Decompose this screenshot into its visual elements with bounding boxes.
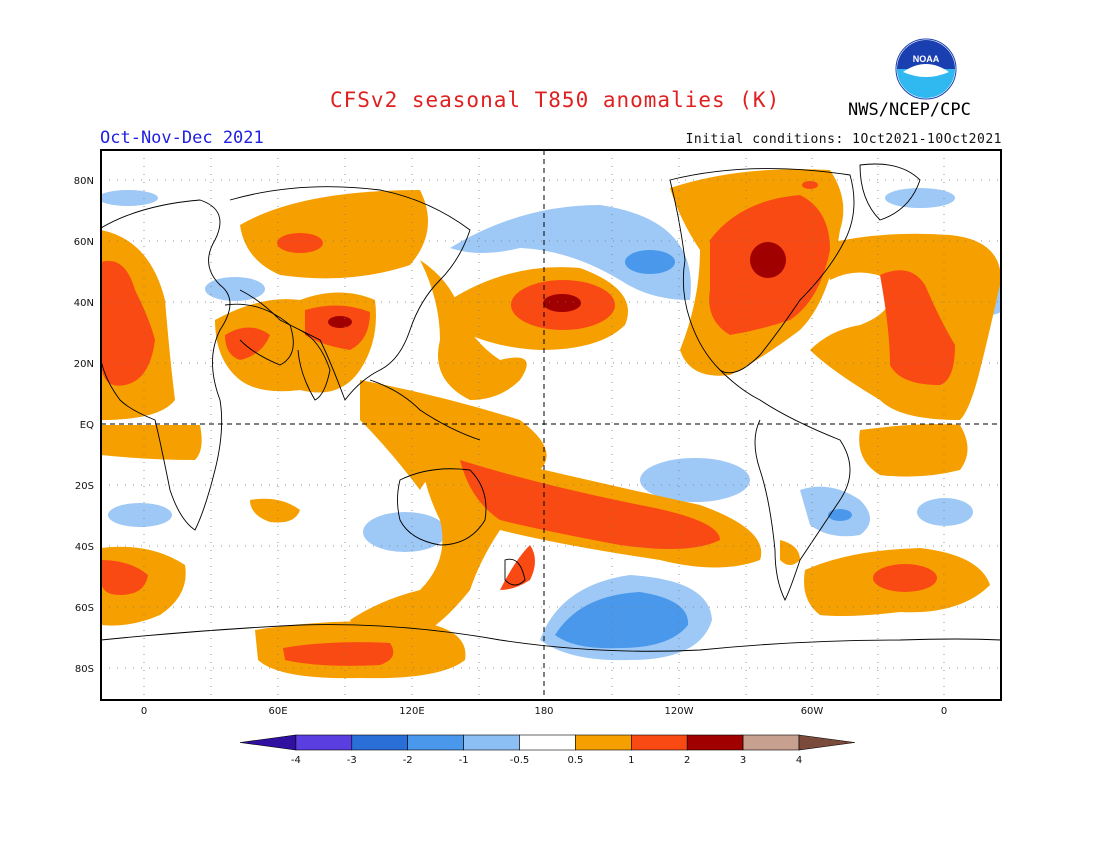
logo-text: NOAA — [913, 54, 940, 64]
legend-label: 4 — [796, 755, 802, 766]
lon-label: 60W — [801, 706, 824, 717]
map-frame — [100, 149, 1002, 701]
lat-label: 60N — [74, 237, 94, 248]
warm-anomalies-strong — [328, 242, 786, 328]
legend-swatch — [407, 734, 464, 751]
legend-swatch — [463, 734, 520, 751]
reference-lines — [101, 150, 1001, 700]
legend-swatch — [351, 734, 408, 751]
map-title: CFSv2 seasonal T850 anomalies (K) — [330, 88, 781, 112]
lat-label: 80S — [75, 664, 94, 675]
lat-label: 20N — [74, 359, 94, 370]
lon-label: 0 — [941, 706, 947, 717]
legend-label: -4 — [291, 755, 301, 766]
legend-label: 3 — [740, 755, 746, 766]
legend-swatch-min — [239, 734, 297, 751]
legend-label: 1 — [628, 755, 634, 766]
legend-label: -2 — [403, 755, 413, 766]
longitude-labels: 0 60E 120E 180 120W 60W 0 — [141, 706, 947, 717]
lat-label: 40S — [75, 542, 94, 553]
lon-label: 60E — [268, 706, 287, 717]
legend-swatch — [686, 734, 744, 751]
lon-label: 180 — [534, 706, 553, 717]
forecast-period: Oct-Nov-Dec 2021 — [100, 128, 264, 148]
anomaly-fields — [101, 150, 1001, 700]
legend-swatch — [575, 734, 632, 751]
initial-conditions: Initial conditions: 1Oct2021-10Oct2021 — [685, 132, 1002, 147]
legend-label: -0.5 — [510, 755, 530, 766]
lon-label: 0 — [141, 706, 147, 717]
legend-label: -3 — [347, 755, 357, 766]
lat-label: 20S — [75, 481, 94, 492]
legend-swatch — [630, 734, 688, 751]
lat-label: 40N — [74, 298, 94, 309]
cool-anomalies-moderate — [555, 250, 852, 649]
legend-swatch — [519, 734, 576, 751]
latitude-labels: 80N 60N 40N 20N EQ 20S 40S 60S 80S — [74, 176, 94, 675]
legend-label: -1 — [459, 755, 469, 766]
legend-swatch — [295, 734, 353, 751]
lon-label: 120E — [399, 706, 424, 717]
color-legend: -4 -3 -2 -1 -0.5 0.5 1 2 3 4 — [239, 734, 855, 766]
legend-swatch-max — [798, 734, 855, 751]
lat-label: 80N — [74, 176, 94, 187]
legend-label: 0.5 — [567, 755, 583, 766]
lat-label: 60S — [75, 603, 94, 614]
lat-label: EQ — [80, 420, 94, 431]
lon-label: 120W — [665, 706, 694, 717]
legend-swatch — [742, 734, 800, 751]
noaa-logo: NOAA — [895, 38, 957, 100]
legend-label: 2 — [684, 755, 690, 766]
continent-outlines — [101, 163, 1001, 652]
agency-label: NWS/NCEP/CPC — [848, 100, 971, 120]
